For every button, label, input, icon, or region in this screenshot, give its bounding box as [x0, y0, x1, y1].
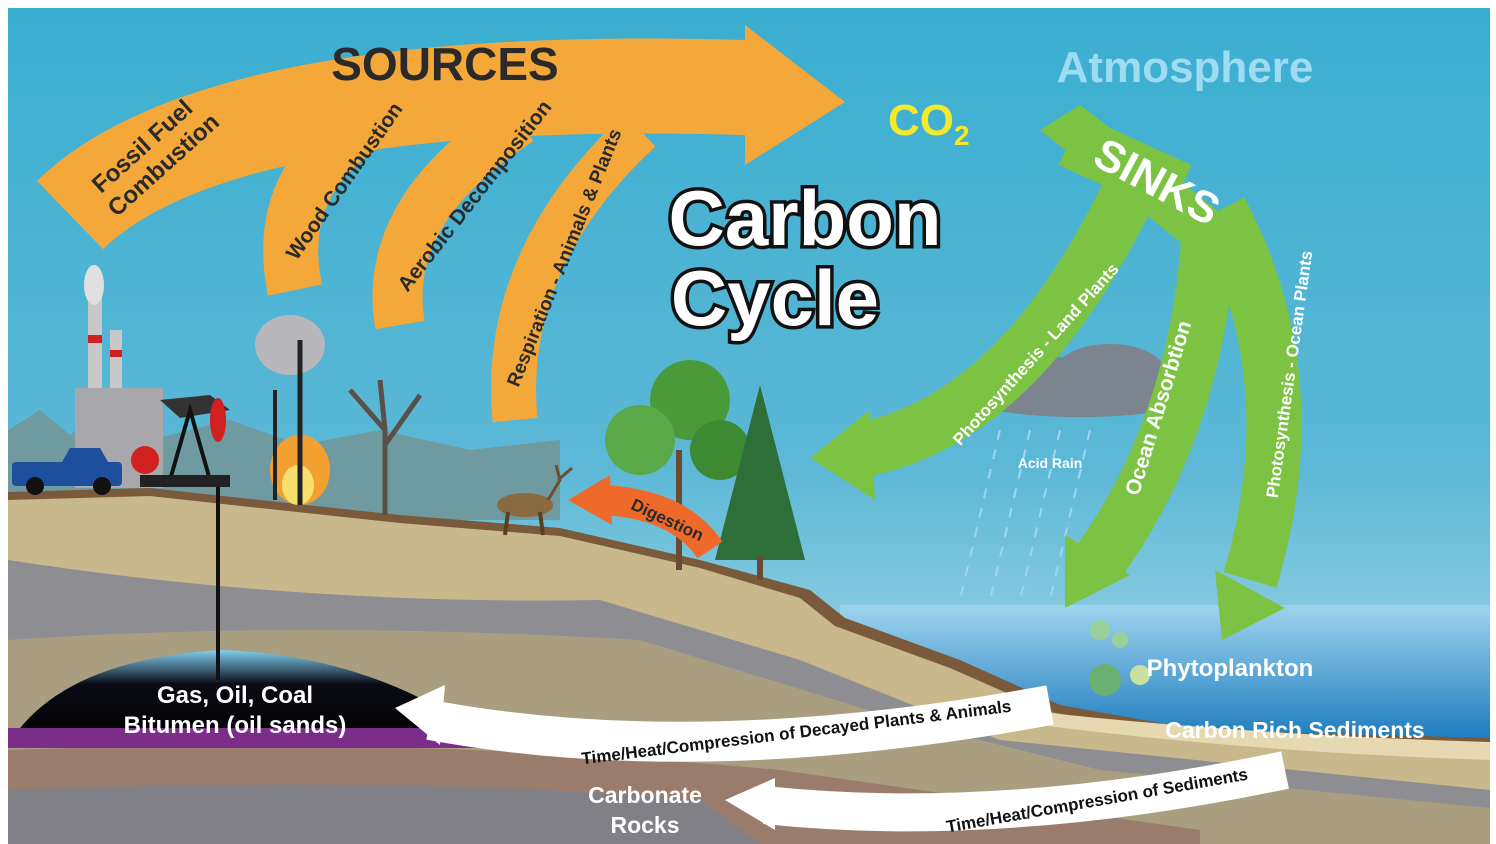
co2-subscript: 2 [954, 120, 970, 151]
sediments-label: Carbon Rich Sediments [1165, 717, 1424, 743]
title-line: Cycle [671, 254, 879, 342]
reservoir-line: Gas, Oil, Coal [157, 682, 313, 709]
title-line: Carbon [669, 174, 942, 262]
carbon-cycle-diagram: SOURCES Fossil Fuel Combustion Wood Comb… [0, 0, 1496, 844]
phytoplankton-label: Phytoplankton [1147, 655, 1314, 682]
sources-label: SOURCES [331, 38, 558, 90]
carbonate-line: Rocks [610, 812, 679, 838]
acid-rain-label: Acid Rain [1018, 455, 1083, 471]
reservoir-line: Bitumen (oil sands) [124, 712, 347, 739]
atmosphere-label: Atmosphere [1057, 43, 1314, 92]
co2-formula: CO [888, 96, 954, 145]
carbonate-line: Carbonate [588, 782, 702, 808]
